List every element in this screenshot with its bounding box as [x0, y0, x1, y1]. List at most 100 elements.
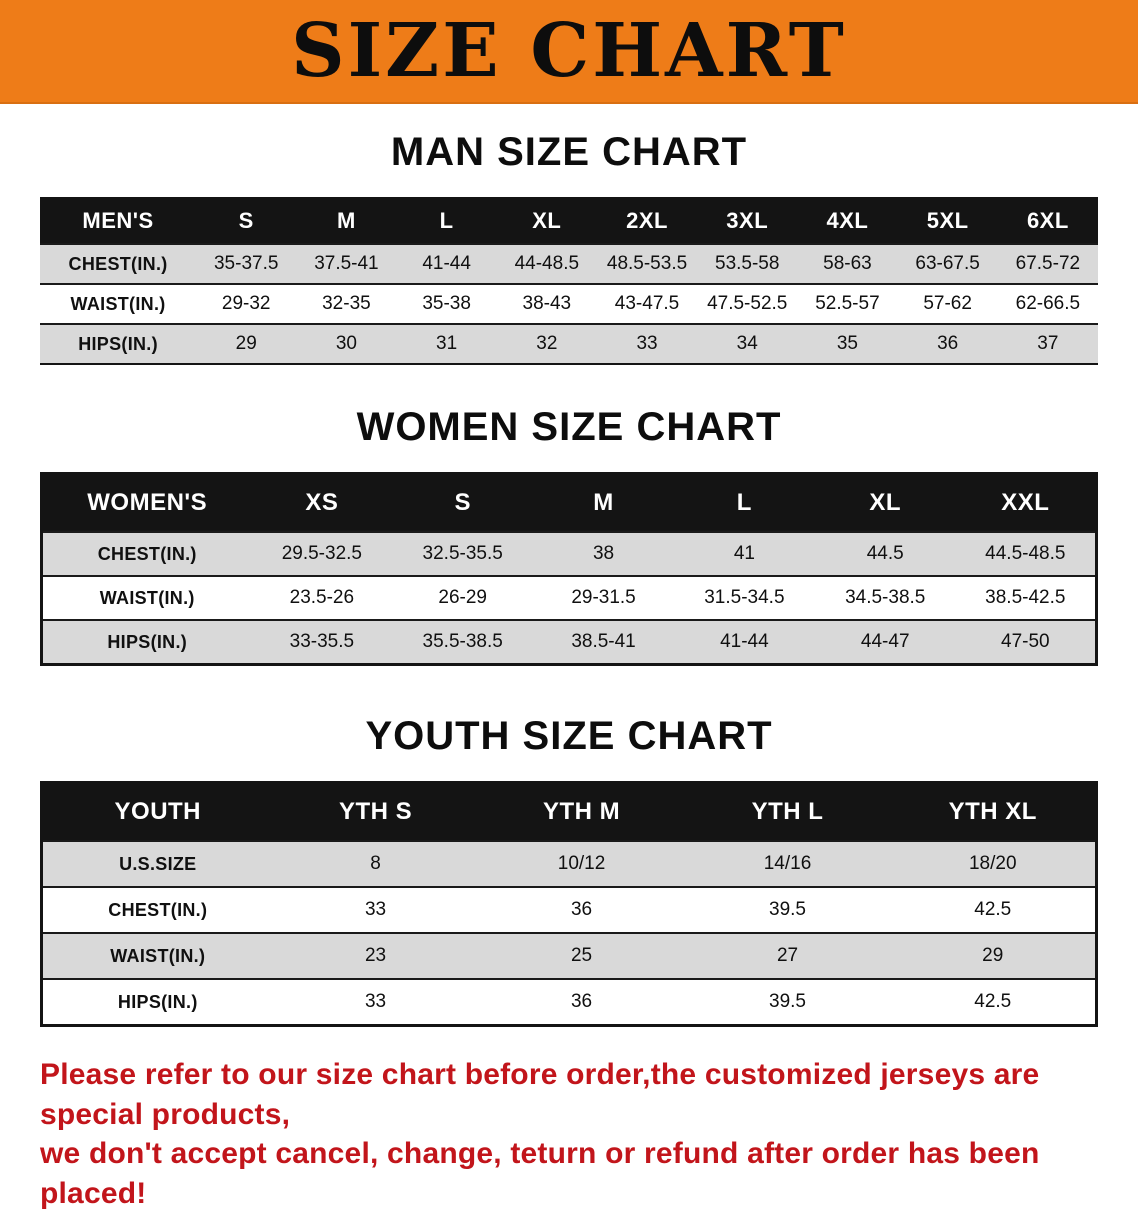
cell-value: 53.5-58 — [697, 243, 798, 284]
column-header: L — [673, 473, 815, 532]
cell-value: 33-35.5 — [251, 619, 393, 665]
cell-value: 8 — [272, 840, 479, 887]
banner: SIZE CHART — [0, 0, 1138, 104]
cell-value: 26-29 — [392, 575, 534, 620]
cell-value: 35-38 — [396, 283, 497, 324]
cell-value: 62-66.5 — [997, 283, 1098, 324]
womens-size-table: WOMEN'S XS S M L XL XXL CHEST(IN.) 29.5-32.5 32.5… — [40, 472, 1098, 666]
footer-line: we don't accept cancel, change, teturn o… — [40, 1137, 1040, 1210]
cell-value: 32.5-35.5 — [392, 531, 534, 576]
cell-value: 37 — [997, 323, 1098, 364]
mens-size-table: MEN'S S M L XL 2XL 3XL 4XL 5XL 6XL CHEST(IN.) 35-37… — [40, 197, 1098, 365]
cell-value: 36 — [478, 886, 685, 933]
cell-value: 32 — [496, 323, 597, 364]
table-header-row: YOUTH YTH S YTH M YTH L YTH XL — [41, 782, 1097, 841]
man-section-heading: MAN SIZE CHART — [390, 130, 748, 174]
column-header: XXL — [955, 473, 1097, 532]
cell-value: 42.5 — [890, 978, 1097, 1026]
footer-note: Please refer to our size chart before or… — [40, 1055, 1098, 1213]
cell-value: 41 — [673, 531, 815, 576]
column-header: L — [396, 198, 497, 244]
cell-value: 29-32 — [196, 283, 297, 324]
cell-value: 39.5 — [684, 978, 891, 1026]
cell-value: 35-37.5 — [196, 243, 297, 284]
section-women: WOMEN SIZE CHART WOMEN'S XS S M L XL XXL CHEST(… — [0, 405, 1138, 666]
cell-value: 10/12 — [478, 840, 685, 887]
cell-value: 34.5-38.5 — [814, 575, 956, 620]
cell-value: 58-63 — [797, 243, 898, 284]
cell-value: 42.5 — [890, 886, 1097, 933]
cell-value: 47.5-52.5 — [697, 283, 798, 324]
cell-value: 36 — [478, 978, 685, 1026]
column-header: 6XL — [997, 198, 1098, 244]
column-header: YTH S — [272, 782, 479, 841]
cell-value: 38.5-41 — [533, 619, 674, 665]
cell-value: 38-43 — [496, 283, 597, 324]
column-header: S — [196, 198, 297, 244]
cell-value: 44.5-48.5 — [955, 531, 1097, 576]
youth-section-heading: YOUTH SIZE CHART — [365, 714, 773, 758]
row-label: HIPS(IN.) — [40, 323, 197, 364]
cell-value: 14/16 — [684, 840, 891, 887]
cell-value: 41-44 — [396, 243, 497, 284]
table-corner-label: YOUTH — [41, 782, 273, 841]
cell-value: 25 — [478, 932, 685, 979]
table-row: WAIST(IN.) 29-32 32-35 35-38 38-43 43-47.5 47.… — [40, 283, 1098, 324]
cell-value: 44-47 — [814, 619, 956, 665]
page-title: SIZE CHART — [291, 8, 847, 94]
row-label: WAIST(IN.) — [40, 283, 197, 324]
cell-value: 63-67.5 — [897, 243, 998, 284]
table-row: U.S.SIZE 8 10/12 14/16 18/20 — [41, 840, 1097, 887]
cell-value: 29 — [196, 323, 297, 364]
cell-value: 44.5 — [814, 531, 956, 576]
section-man: MAN SIZE CHART MEN'S S M L XL 2XL 3XL 4XL 5XL 6XL… — [0, 130, 1138, 365]
row-label: HIPS(IN.) — [41, 978, 273, 1026]
table-header-row: MEN'S S M L XL 2XL 3XL 4XL 5XL 6XL — [40, 198, 1098, 244]
cell-value: 33 — [272, 978, 479, 1026]
column-header: YTH M — [478, 782, 685, 841]
column-header: XS — [251, 473, 393, 532]
cell-value: 48.5-53.5 — [596, 243, 698, 284]
column-header: M — [533, 473, 674, 532]
table-corner-label: WOMEN'S — [41, 473, 252, 532]
cell-value: 41-44 — [673, 619, 815, 665]
cell-value: 35.5-38.5 — [392, 619, 534, 665]
row-label: HIPS(IN.) — [41, 619, 252, 665]
section-youth: YOUTH SIZE CHART YOUTH YTH S YTH M YTH L YTH… — [0, 714, 1138, 1027]
row-label: U.S.SIZE — [41, 840, 273, 887]
table-row: CHEST(IN.) 33 36 39.5 42.5 — [41, 886, 1097, 933]
cell-value: 35 — [797, 323, 898, 364]
column-header: YTH XL — [890, 782, 1097, 841]
cell-value: 27 — [684, 932, 891, 979]
cell-value: 39.5 — [684, 886, 891, 933]
cell-value: 30 — [296, 323, 397, 364]
cell-value: 38 — [533, 531, 674, 576]
table-header-row: WOMEN'S XS S M L XL XXL — [41, 473, 1097, 532]
table-row: CHEST(IN.) 29.5-32.5 32.5-35.5 38 41 44.5 44.5… — [41, 531, 1097, 576]
table-row: HIPS(IN.) 33-35.5 35.5-38.5 38.5-41 41-44 44-… — [41, 619, 1097, 665]
cell-value: 67.5-72 — [997, 243, 1098, 284]
cell-value: 44-48.5 — [496, 243, 597, 284]
column-header: S — [392, 473, 534, 532]
row-label: CHEST(IN.) — [41, 886, 273, 933]
table-row: HIPS(IN.) 29 30 31 32 33 34 35 36 37 — [40, 323, 1098, 364]
table-row: CHEST(IN.) 35-37.5 37.5-41 41-44 44-48.5 48.5… — [40, 243, 1098, 284]
column-header: 5XL — [897, 198, 998, 244]
cell-value: 36 — [897, 323, 998, 364]
table-row: WAIST(IN.) 23.5-26 26-29 29-31.5 31.5-34.5 34… — [41, 575, 1097, 620]
column-header: YTH L — [684, 782, 891, 841]
cell-value: 57-62 — [897, 283, 998, 324]
column-header: XL — [814, 473, 956, 532]
cell-value: 31 — [396, 323, 497, 364]
cell-value: 32-35 — [296, 283, 397, 324]
cell-value: 29.5-32.5 — [251, 531, 393, 576]
cell-value: 52.5-57 — [797, 283, 898, 324]
cell-value: 43-47.5 — [596, 283, 698, 324]
cell-value: 31.5-34.5 — [673, 575, 815, 620]
table-corner-label: MEN'S — [40, 198, 197, 244]
cell-value: 47-50 — [955, 619, 1097, 665]
row-label: WAIST(IN.) — [41, 575, 252, 620]
column-header: 2XL — [596, 198, 698, 244]
cell-value: 33 — [272, 886, 479, 933]
